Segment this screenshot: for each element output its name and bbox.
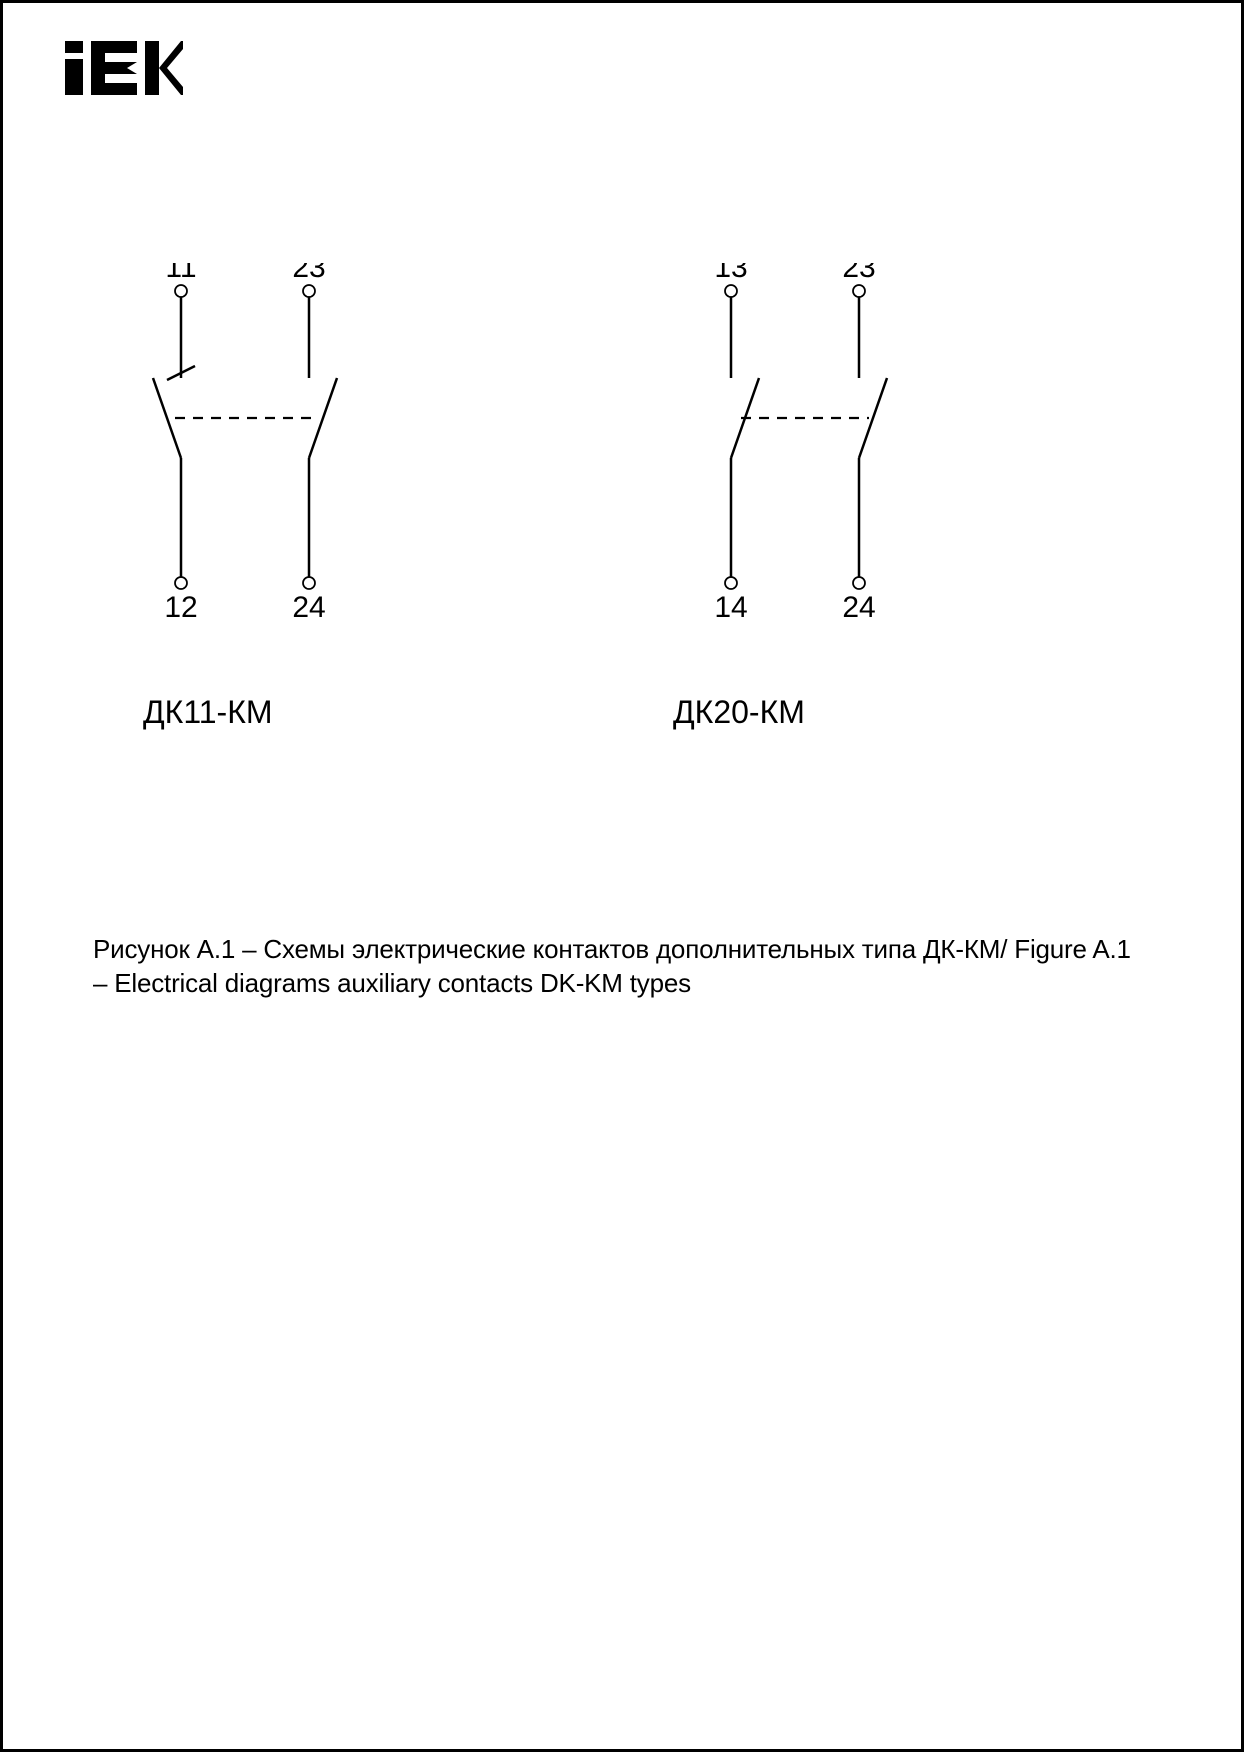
svg-text:24: 24 [842, 591, 875, 624]
svg-text:23: 23 [842, 263, 875, 284]
logo [63, 41, 183, 102]
svg-text:11: 11 [165, 263, 196, 284]
svg-text:ДК20-КМ: ДК20-КМ [673, 694, 805, 730]
svg-text:12: 12 [164, 591, 197, 624]
svg-text:13: 13 [714, 263, 747, 284]
diagrams-area: 11 12 23 24 ДК11-КМ 13 14 23 24 ДК20-КМ [93, 263, 1133, 783]
svg-text:14: 14 [714, 591, 747, 624]
svg-text:ДК11-КМ: ДК11-КМ [143, 694, 272, 730]
svg-text:24: 24 [292, 591, 325, 624]
figure-caption: Рисунок А.1 – Схемы электрические контак… [93, 933, 1133, 1001]
contact-diagrams-svg: 11 12 23 24 ДК11-КМ 13 14 23 24 ДК20-КМ [93, 263, 1133, 783]
page-frame: 11 12 23 24 ДК11-КМ 13 14 23 24 ДК20-КМ Рисунок А… [0, 0, 1244, 1752]
svg-text:23: 23 [292, 263, 325, 284]
